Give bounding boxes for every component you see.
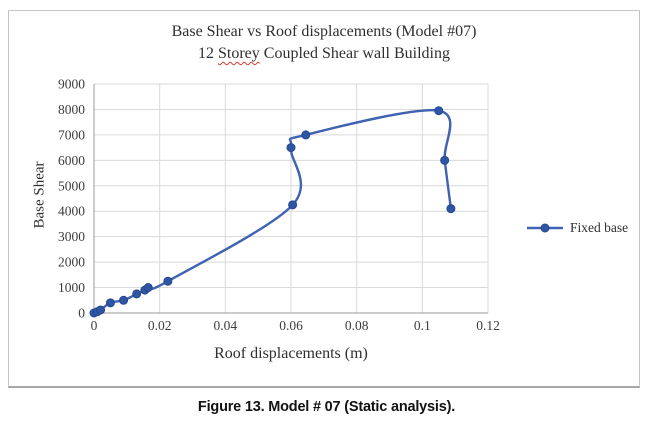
- chart-title-line2: 12 Storey Coupled Shear wall Building: [9, 43, 639, 65]
- data-point-marker: [143, 283, 153, 293]
- data-point-marker: [163, 276, 173, 286]
- x-tick-label: 0.06: [279, 318, 303, 333]
- x-tick-label: 0.12: [476, 318, 500, 333]
- legend: Fixed base: [526, 220, 628, 236]
- x-tick-label: 0.02: [148, 318, 172, 333]
- y-tick-label: 5000: [58, 178, 85, 193]
- data-point-marker: [132, 289, 142, 299]
- misspelled-word: Storey: [218, 45, 260, 62]
- y-tick-label: 7000: [58, 127, 85, 142]
- legend-line-marker-icon: [527, 223, 563, 233]
- y-tick-label: 8000: [58, 102, 85, 117]
- y-tick-label: 4000: [58, 204, 85, 219]
- x-tick-label: 0.08: [345, 318, 369, 333]
- chart-panel: Base Shear vs Roof displacements (Model …: [8, 10, 640, 388]
- y-tick-label: 3000: [58, 229, 85, 244]
- chart-title: Base Shear vs Roof displacements (Model …: [9, 21, 639, 65]
- chart-title-line2-prefix: 12: [198, 45, 218, 62]
- data-point-marker: [301, 130, 311, 140]
- chart-title-line1: Base Shear vs Roof displacements (Model …: [171, 23, 477, 40]
- data-point-marker: [96, 305, 106, 315]
- figure-caption: Figure 13. Model # 07 (Static analysis).: [0, 399, 653, 415]
- data-point-marker: [286, 143, 296, 153]
- x-axis-title: Roof displacements (m): [214, 345, 368, 362]
- x-tick-label: 0: [91, 318, 98, 333]
- legend-label: Fixed base: [570, 220, 629, 235]
- y-tick-label: 6000: [58, 153, 85, 168]
- y-tick-label: 2000: [58, 255, 85, 270]
- data-point-marker: [119, 295, 129, 305]
- data-point-marker: [446, 204, 456, 214]
- caption-label: Figure 13.: [197, 399, 265, 415]
- y-tick-label: 9000: [58, 77, 85, 92]
- caption-text: Model # 07 (Static analysis).: [264, 399, 456, 415]
- data-point-marker: [440, 155, 450, 165]
- y-tick-label: 0: [78, 306, 85, 321]
- chart-title-line2-suffix: Coupled Shear wall Building: [259, 45, 450, 62]
- data-point-marker: [105, 298, 115, 308]
- y-tick-label: 1000: [58, 280, 85, 295]
- data-point-marker: [434, 106, 444, 116]
- data-point-marker: [288, 200, 298, 210]
- x-tick-label: 0.04: [214, 318, 238, 333]
- plot-area: 0 1000 2000 3000 4000 5000 6000 7000 8000 9000 0 0.…: [58, 77, 500, 334]
- x-tick-label: 0.1: [414, 318, 431, 333]
